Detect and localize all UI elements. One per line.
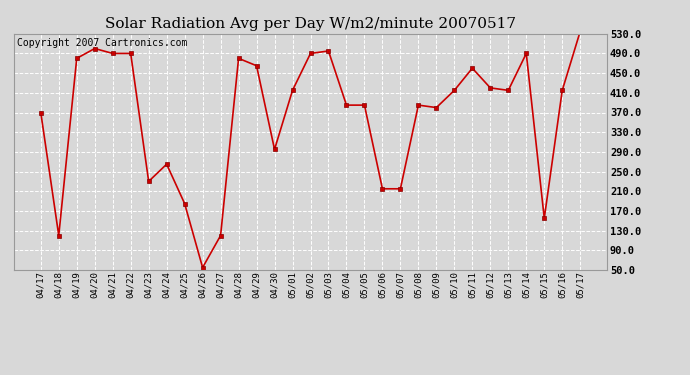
Title: Solar Radiation Avg per Day W/m2/minute 20070517: Solar Radiation Avg per Day W/m2/minute … (105, 17, 516, 31)
Text: Copyright 2007 Cartronics.com: Copyright 2007 Cartronics.com (17, 39, 187, 48)
